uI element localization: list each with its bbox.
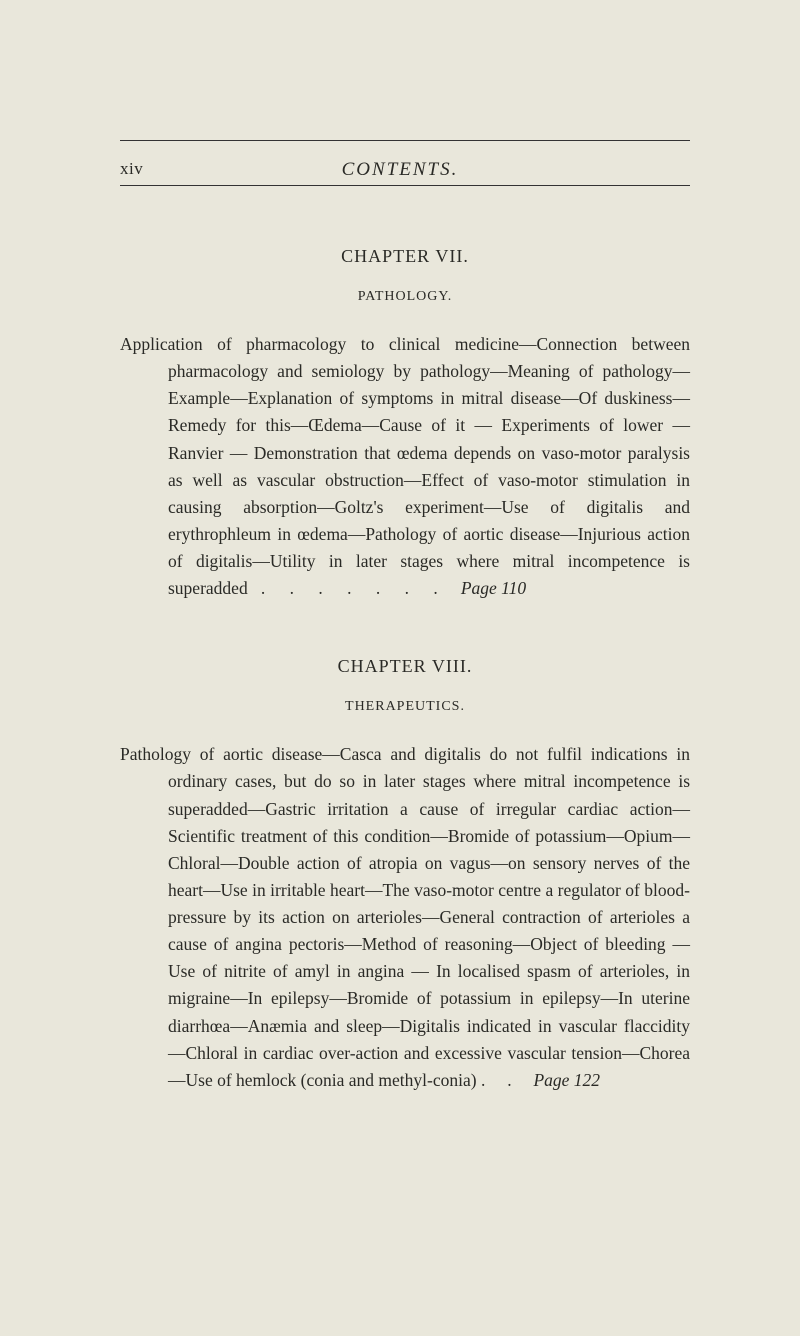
running-title: CONTENTS. xyxy=(342,159,459,181)
chapter-title: CHAPTER VIII. xyxy=(120,656,690,677)
page-ref: Page 122 xyxy=(533,1070,600,1090)
running-head: xiv CONTENTS. xyxy=(120,159,690,179)
mid-rule xyxy=(120,185,690,186)
toc-entry: Pathology of aortic disease—Casca and di… xyxy=(120,741,690,1094)
leader-dots: . . . . . . . xyxy=(261,578,448,598)
page-ref: Page 110 xyxy=(461,578,526,598)
top-rule xyxy=(120,140,690,141)
page: xiv CONTENTS. CHAPTER VII. PATHOLOGY. Ap… xyxy=(0,0,800,1336)
section-label: THERAPEUTICS. xyxy=(120,699,690,715)
entry-text: Pathology of aortic disease—Casca and di… xyxy=(120,744,690,1090)
chapter-title: CHAPTER VII. xyxy=(120,246,690,267)
section-label: PATHOLOGY. xyxy=(120,289,690,305)
page-numeral: xiv xyxy=(120,159,143,179)
entry-text: Application of pharmacology to clinical … xyxy=(120,334,690,598)
running-head-spacer xyxy=(686,159,690,179)
toc-entry: Application of pharmacology to clinical … xyxy=(120,331,690,602)
